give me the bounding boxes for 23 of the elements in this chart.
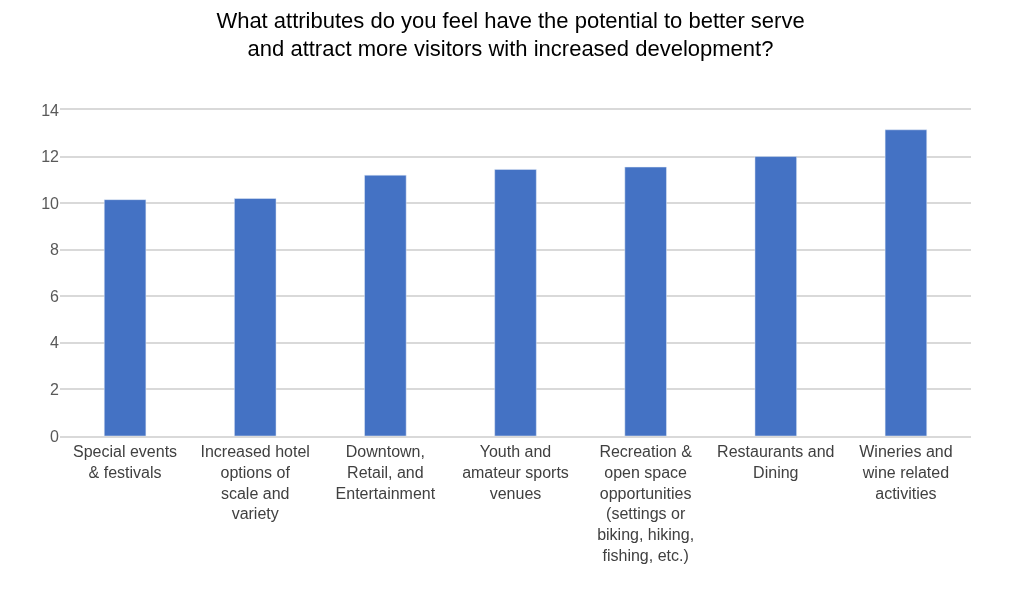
bar xyxy=(104,199,147,436)
x-tick-label: Downtown, Retail, and Entertainment xyxy=(335,442,436,502)
x-tick-label: Youth and amateur sports venues xyxy=(462,442,569,502)
bar xyxy=(364,174,407,436)
chart-title: What attributes do you feel have the potential to better serve and attract more visitors with increased development? xyxy=(216,7,805,62)
bar xyxy=(234,198,277,436)
y-tick-label: 0 xyxy=(50,427,60,445)
y-tick-label: 2 xyxy=(50,381,60,399)
bar xyxy=(624,166,667,436)
x-tick-label: Wineries and wine related activities xyxy=(859,442,953,502)
x-tick-label: Special events & festivals xyxy=(73,442,178,481)
x-tick-label: Restaurants and Dining xyxy=(717,442,835,481)
y-tick-label: 8 xyxy=(50,241,60,259)
bar xyxy=(884,129,927,436)
y-tick-label: 10 xyxy=(41,194,60,212)
x-tick-label: Increased hotel options of scale and variety xyxy=(200,442,310,523)
y-tick-label: 14 xyxy=(41,101,60,119)
x-tick-label: Recreation & open space opportunities (settings or biking, hiking, fishing, etc.) xyxy=(597,442,695,564)
bar xyxy=(494,169,537,436)
bar xyxy=(754,156,797,436)
y-tick-label: 6 xyxy=(50,287,60,305)
y-tick-label: 4 xyxy=(50,334,60,352)
y-tick-label: 12 xyxy=(41,148,60,166)
